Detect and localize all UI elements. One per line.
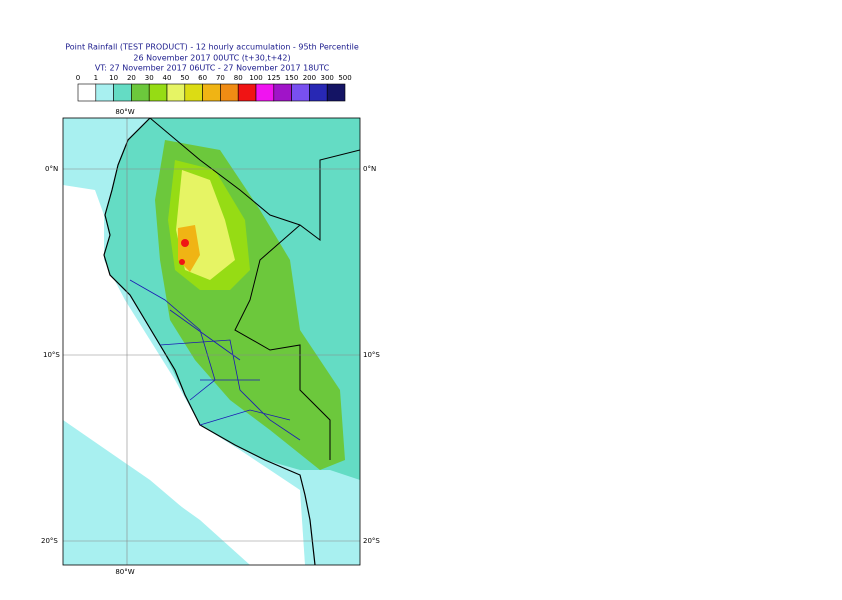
legend-swatch [237, 83, 257, 102]
coastline [103, 118, 316, 565]
legend-label: 10 [109, 74, 118, 82]
legend-swatch [113, 83, 132, 102]
legend-swatch [77, 83, 97, 102]
subtitle: 26 November 2017 00UTC (t+30,t+42) [133, 54, 290, 63]
dry-ocean [63, 185, 305, 565]
country-borders [149, 118, 360, 460]
lat-label: 0°N [45, 165, 58, 173]
legend-label: 100 [249, 74, 262, 82]
legend-label: 1 [94, 74, 98, 82]
graticule [63, 118, 360, 565]
lon-label: 80°W [115, 108, 134, 116]
map-frame [62, 117, 361, 566]
legend-swatch [95, 83, 114, 102]
legend-label: 150 [285, 74, 298, 82]
legend-label: 0 [76, 74, 80, 82]
lat-label: 10°S [363, 351, 380, 359]
validity: VT: 27 November 2017 06UTC - 27 November… [95, 64, 330, 73]
rain-80 [181, 239, 189, 247]
legend-label: 50 [180, 74, 189, 82]
legend-label: 70 [216, 74, 225, 82]
legend-swatch [166, 83, 186, 102]
lon-label: 80°W [115, 568, 134, 576]
legend-label: 300 [321, 74, 334, 82]
legend-label: 20 [127, 74, 136, 82]
legend-swatch [326, 83, 346, 102]
legend-label: 125 [267, 74, 280, 82]
legend-swatch [273, 83, 292, 102]
legend-swatch [220, 83, 239, 102]
lat-label: 20°S [363, 537, 380, 545]
map [63, 118, 360, 565]
legend-label: 200 [303, 74, 316, 82]
lat-label: 20°S [41, 537, 58, 545]
lat-label: 10°S [43, 351, 60, 359]
legend-swatch [148, 83, 168, 102]
legend: 0 1 10 20 30 40 50 60 70 80 100 125 150 200 300 500 [76, 74, 352, 102]
legend-swatch [255, 83, 275, 102]
legend-label: 80 [234, 74, 243, 82]
legend-swatch [291, 83, 310, 102]
legend-swatch [184, 83, 203, 102]
legend-swatch [202, 83, 221, 102]
legend-label: 60 [198, 74, 207, 82]
ocean-south [63, 420, 250, 565]
legend-label: 500 [338, 74, 351, 82]
region-borders [129, 279, 301, 441]
legend-swatch [131, 83, 150, 102]
legend-label: 30 [145, 74, 154, 82]
title: Point Rainfall (TEST PRODUCT) - 12 hourl… [65, 43, 359, 52]
lat-label: 0°N [363, 165, 376, 173]
rain-80 [179, 259, 185, 265]
legend-swatch [309, 83, 328, 102]
legend-label: 40 [163, 74, 172, 82]
